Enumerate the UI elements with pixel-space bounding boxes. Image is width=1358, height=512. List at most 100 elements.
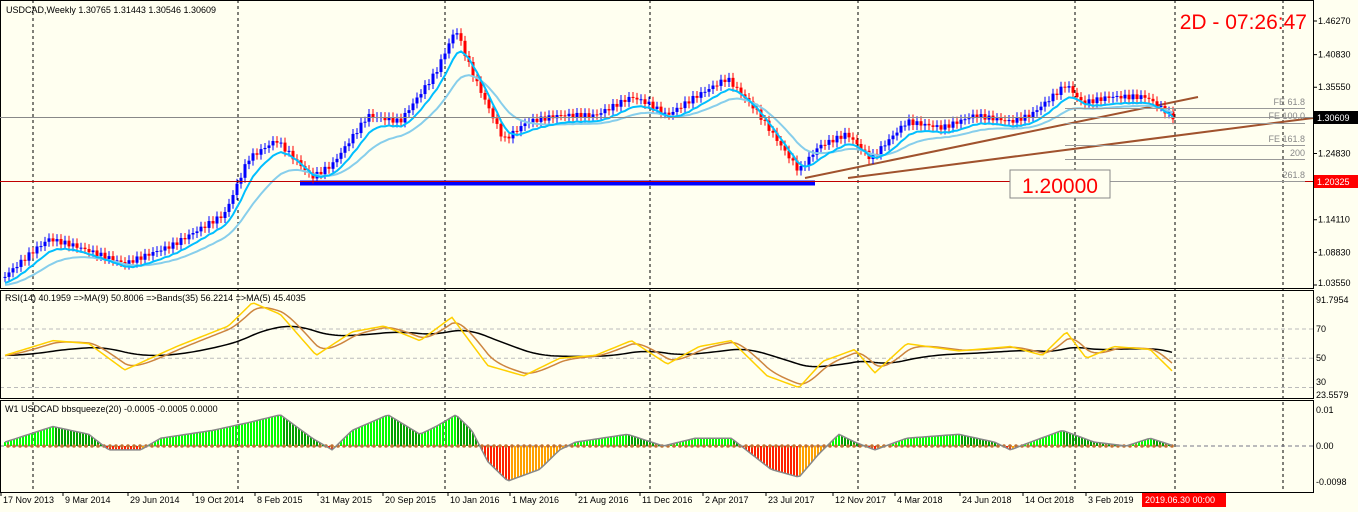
squeeze-dot: [912, 444, 916, 448]
squeeze-dot: [726, 444, 730, 448]
candle-body: [1047, 101, 1051, 103]
candle-body: [1119, 95, 1123, 99]
candle-body: [95, 250, 99, 257]
candle-body: [587, 113, 591, 118]
x-tick-label: 21 Aug 2016: [578, 495, 629, 505]
candle-body: [711, 85, 715, 90]
squeeze-dot: [1146, 444, 1150, 448]
candle-body: [267, 145, 271, 148]
panel-frame: [0, 400, 1314, 493]
squeeze-dot: [180, 444, 184, 448]
candle-body: [343, 146, 347, 153]
candle-body: [1151, 98, 1155, 102]
price-tick-label: 1.24830: [1318, 148, 1351, 158]
candle-body: [1055, 93, 1059, 95]
candle-body: [839, 135, 843, 139]
candle-body: [1159, 105, 1163, 107]
squeeze-dot: [930, 444, 934, 448]
squeeze-dot: [6, 444, 10, 448]
squeeze-dot: [1044, 444, 1048, 448]
squeeze-dot: [828, 444, 832, 448]
squeeze-dot: [132, 444, 136, 448]
squeeze-dot: [972, 444, 976, 448]
price-tick-label: 1.35550: [1318, 82, 1351, 92]
squeeze-dot: [894, 444, 898, 448]
squeeze-dot: [822, 444, 826, 448]
price-tick-label: 1.14110: [1318, 215, 1350, 225]
squeeze-dot: [960, 444, 964, 448]
squeeze-dot: [78, 444, 82, 448]
candle-body: [507, 136, 511, 139]
squeeze-dot: [1080, 444, 1084, 448]
squeeze-dot: [642, 444, 646, 448]
squeeze-dot: [186, 444, 190, 448]
candle-body: [551, 115, 555, 119]
squeeze-dot: [24, 444, 28, 448]
current-price-label: 1.30609: [1317, 113, 1350, 123]
candle-body: [271, 141, 275, 146]
candle-body: [1071, 86, 1075, 93]
candle-body: [835, 135, 839, 143]
level-box-label: 1.20000: [1022, 175, 1098, 198]
candle-body: [283, 142, 287, 152]
candle-body: [499, 123, 503, 137]
candle-body: [495, 118, 499, 124]
level-box[interactable]: [1009, 169, 1111, 199]
candle-body: [67, 240, 71, 247]
candle-body: [43, 241, 47, 247]
squeeze-dot: [126, 444, 130, 448]
rsi-tick-label: 70: [1316, 324, 1326, 334]
candle-body: [823, 144, 827, 146]
squeeze-dot: [534, 444, 538, 448]
candle-body: [255, 153, 259, 155]
candle-body: [607, 109, 611, 111]
candle-body: [1015, 117, 1019, 123]
candle-body: [243, 164, 247, 178]
x-tick-label: 14 Oct 2018: [1025, 495, 1074, 505]
candle-body: [1111, 96, 1115, 98]
squeeze-dot: [432, 444, 436, 448]
candle-body: [251, 153, 255, 161]
squeeze-dot: [696, 444, 700, 448]
squeeze-dot: [48, 444, 52, 448]
squeeze-dot: [684, 444, 688, 448]
candle-body: [363, 121, 367, 123]
squeeze-dot: [282, 444, 286, 448]
candle-body: [1075, 92, 1079, 98]
squeeze-dot: [90, 444, 94, 448]
rsi-line: [4, 302, 1173, 388]
candle-body: [163, 246, 167, 251]
squeeze-dot: [630, 444, 634, 448]
x-tick-label: 17 Nov 2013: [3, 495, 54, 505]
squeeze-dot: [60, 444, 64, 448]
squeeze-dot: [588, 444, 592, 448]
candle-body: [119, 260, 123, 263]
squeeze-dot: [510, 444, 514, 448]
candle-body: [143, 253, 147, 260]
fib-level-label: 200: [1290, 148, 1305, 158]
squeeze-dot: [222, 444, 226, 448]
squeeze-dot: [264, 444, 268, 448]
squeeze-dot: [1008, 444, 1012, 448]
squeeze-dot: [198, 444, 202, 448]
candle-body: [599, 113, 603, 115]
candle-body: [291, 150, 295, 160]
candle-body: [99, 252, 103, 257]
marked-price-tag: [1314, 175, 1358, 188]
candle-body: [667, 112, 671, 115]
squeeze-dot: [342, 444, 346, 448]
candle-body: [83, 247, 87, 250]
squeeze-dot: [618, 444, 622, 448]
rsi-bands-line: [4, 325, 1173, 368]
squeeze-dot: [192, 444, 196, 448]
candle-body: [899, 125, 903, 133]
candle-body: [739, 87, 743, 95]
candle-body: [455, 33, 459, 35]
candle-body: [943, 124, 947, 130]
candle-body: [211, 221, 215, 224]
candle-body: [227, 203, 231, 212]
candle-body: [787, 150, 791, 159]
candle-body: [1051, 93, 1055, 102]
